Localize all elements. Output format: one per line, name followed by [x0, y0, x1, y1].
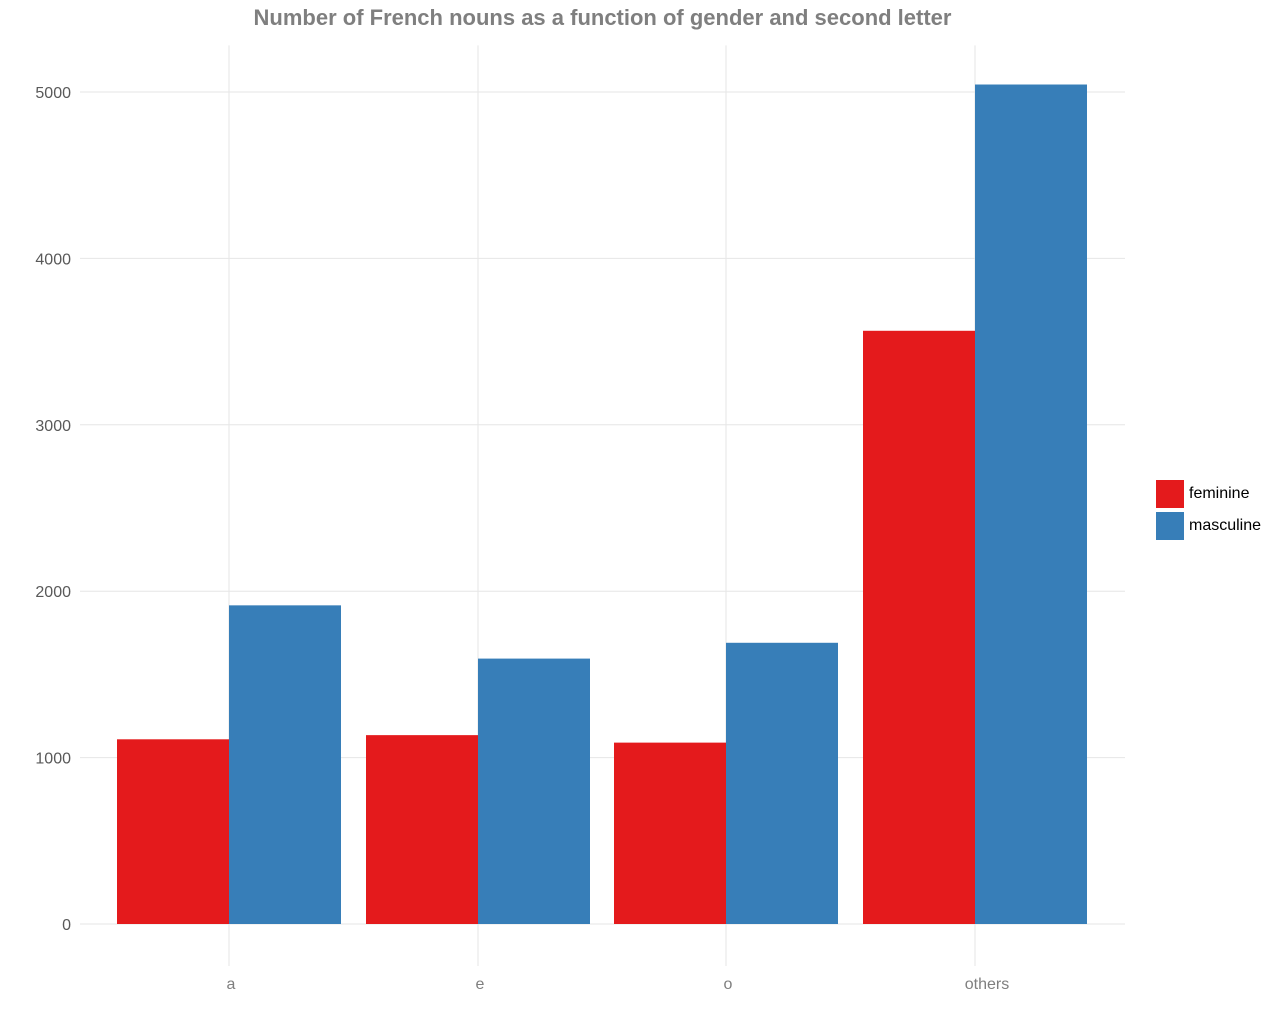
y-tick-label-5000: 5000 [35, 85, 71, 102]
x-tick-label-o: o [724, 976, 733, 993]
y-tick-label-3000: 3000 [35, 418, 71, 435]
legend-label-feminine: feminine [1189, 485, 1250, 502]
y-tick-label-2000: 2000 [35, 584, 71, 601]
legend-label-masculine: masculine [1189, 517, 1262, 534]
bar-feminine-e [366, 735, 478, 924]
legend: feminine masculine [1156, 478, 1261, 542]
x-tick-label-a: a [227, 976, 236, 993]
bar-masculine-e [478, 658, 590, 924]
bar-feminine-others [863, 330, 975, 924]
legend-item-feminine: feminine [1156, 478, 1261, 510]
legend-item-masculine: masculine [1156, 510, 1261, 542]
y-tick-label-1000: 1000 [35, 751, 71, 768]
x-tick-label-others: others [965, 976, 1009, 993]
y-tick-label-4000: 4000 [35, 251, 71, 268]
chart-title: Number of French nouns as a function of … [253, 5, 952, 30]
bar-masculine-o [726, 642, 838, 924]
bar-feminine-o [614, 742, 726, 924]
y-axis-tick-labels: 0 1000 2000 3000 4000 5000 [35, 85, 71, 934]
legend-swatch-feminine [1156, 480, 1184, 508]
x-axis-tick-labels: a e o others [227, 976, 1010, 993]
bars-layer [117, 84, 1087, 924]
legend-swatch-masculine [1156, 512, 1184, 540]
y-tick-label-0: 0 [62, 917, 71, 934]
bar-feminine-a [117, 739, 229, 924]
bar-masculine-a [229, 605, 341, 924]
x-tick-label-e: e [476, 976, 485, 993]
bar-masculine-others [975, 84, 1087, 924]
